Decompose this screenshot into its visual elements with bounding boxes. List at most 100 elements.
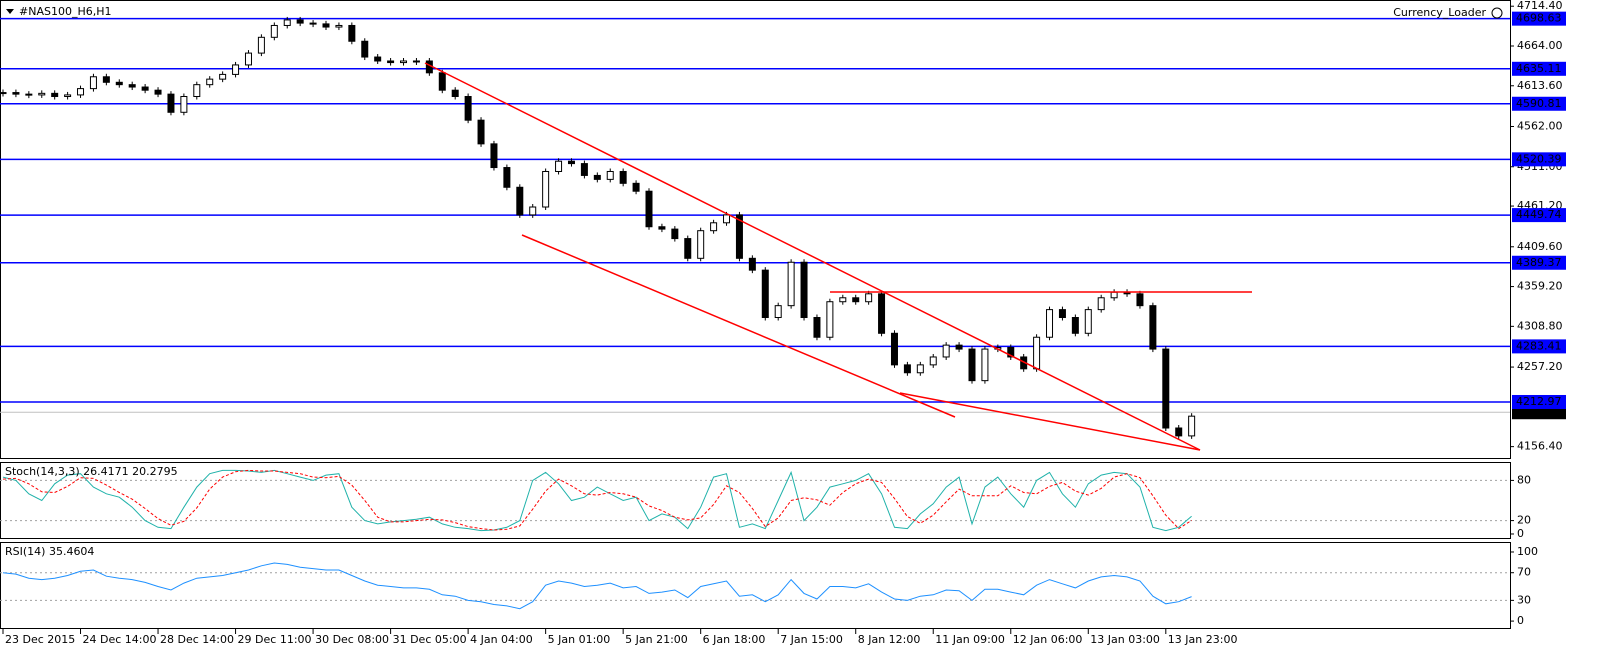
y-tick-label: 100 (1517, 545, 1538, 558)
candle (400, 60, 408, 64)
candle (464, 96, 472, 121)
trendline (424, 62, 1201, 451)
trendline (521, 234, 956, 418)
candle (257, 36, 265, 54)
candle (335, 24, 343, 28)
chart-title: #NAS100_H6,H1 (19, 5, 112, 18)
indicator-label: Currency_Loader (1393, 6, 1486, 19)
candle (658, 226, 666, 230)
candle (361, 40, 369, 58)
candle (451, 89, 459, 98)
candle (968, 348, 976, 382)
y-tick-label: 4664.00 (1517, 39, 1563, 52)
candle (748, 257, 756, 271)
x-tick-label: 5 Jan 21:00 (625, 633, 688, 646)
y-tick-label: 4308.80 (1517, 319, 1563, 332)
level-label: 4283.41 (1516, 339, 1562, 352)
y-tick-label: 0 (1517, 527, 1524, 540)
candle (51, 92, 59, 98)
candle (115, 81, 123, 86)
candle (826, 301, 834, 338)
candle (283, 19, 291, 26)
x-tick-label: 8 Jan 12:00 (858, 633, 921, 646)
stoch-panel (0, 462, 1511, 539)
candle (270, 24, 278, 38)
candle (890, 332, 898, 366)
candle (774, 305, 782, 319)
candle (929, 356, 937, 366)
candle (477, 119, 485, 145)
candle (1110, 291, 1118, 299)
candle (593, 174, 601, 180)
x-tick-label: 24 Dec 14:00 (83, 633, 157, 646)
candle (839, 297, 847, 303)
candle (167, 93, 175, 113)
candle (206, 78, 214, 86)
candle (1046, 309, 1054, 338)
candle (580, 163, 588, 176)
y-tick-label: 20 (1517, 514, 1531, 527)
candle (800, 261, 808, 319)
candle (878, 293, 886, 334)
candle (154, 89, 162, 95)
menu-arrow[interactable] (6, 9, 14, 14)
x-tick-label: 30 Dec 08:00 (315, 633, 389, 646)
candle (761, 269, 769, 319)
level-label: 4449.74 (1516, 208, 1562, 221)
level-box (1512, 11, 1566, 26)
candle (710, 222, 718, 232)
y-tick-label: 0 (1517, 614, 1524, 627)
x-tick-label: 11 Jan 09:00 (935, 633, 1005, 646)
candle (38, 92, 46, 96)
trendlines (424, 62, 1252, 451)
y-tick-label: 4359.20 (1517, 280, 1563, 293)
level-label: 4698.63 (1516, 12, 1562, 25)
x-tick-label: 4 Jan 04:00 (470, 633, 533, 646)
candle (787, 261, 795, 307)
candle (64, 94, 72, 98)
level-box (1512, 255, 1566, 270)
candle (671, 228, 679, 240)
candle (1084, 309, 1092, 334)
candle (12, 92, 20, 95)
candle (1136, 293, 1144, 307)
plot-layer: 4714.404664.004613.604562.004511.004461.… (0, 0, 1566, 646)
candle (25, 93, 33, 96)
candle (244, 52, 252, 66)
candle (555, 160, 563, 172)
candle (516, 186, 524, 216)
candle (412, 60, 420, 63)
y-tick-label: 70 (1517, 566, 1531, 579)
candle (813, 317, 821, 338)
candle (0, 92, 7, 95)
y-tick-label: 4156.40 (1517, 440, 1563, 453)
candle (981, 348, 989, 382)
x-tick-label: 28 Dec 14:00 (160, 633, 234, 646)
candle (697, 230, 705, 259)
level-box (1512, 96, 1566, 111)
candle (852, 297, 860, 303)
candle (309, 22, 317, 25)
candle (1071, 317, 1079, 334)
level-box (1512, 394, 1566, 409)
candle (903, 364, 911, 374)
x-tick-label: 13 Jan 23:00 (1168, 633, 1238, 646)
candle (865, 293, 873, 303)
candle (141, 86, 149, 91)
candle (1007, 346, 1015, 358)
level-label: 4590.81 (1516, 97, 1562, 110)
candle (438, 72, 446, 91)
candle (684, 238, 692, 259)
y-tick-label: 4714.40 (1517, 0, 1563, 12)
candle (645, 190, 653, 228)
candle (1097, 297, 1105, 311)
level-box (1512, 61, 1566, 76)
candle (619, 170, 627, 184)
smiley-icon (1491, 7, 1503, 19)
candle (89, 76, 97, 90)
candle (1188, 415, 1196, 437)
candle (102, 76, 110, 83)
candle (1149, 305, 1157, 350)
